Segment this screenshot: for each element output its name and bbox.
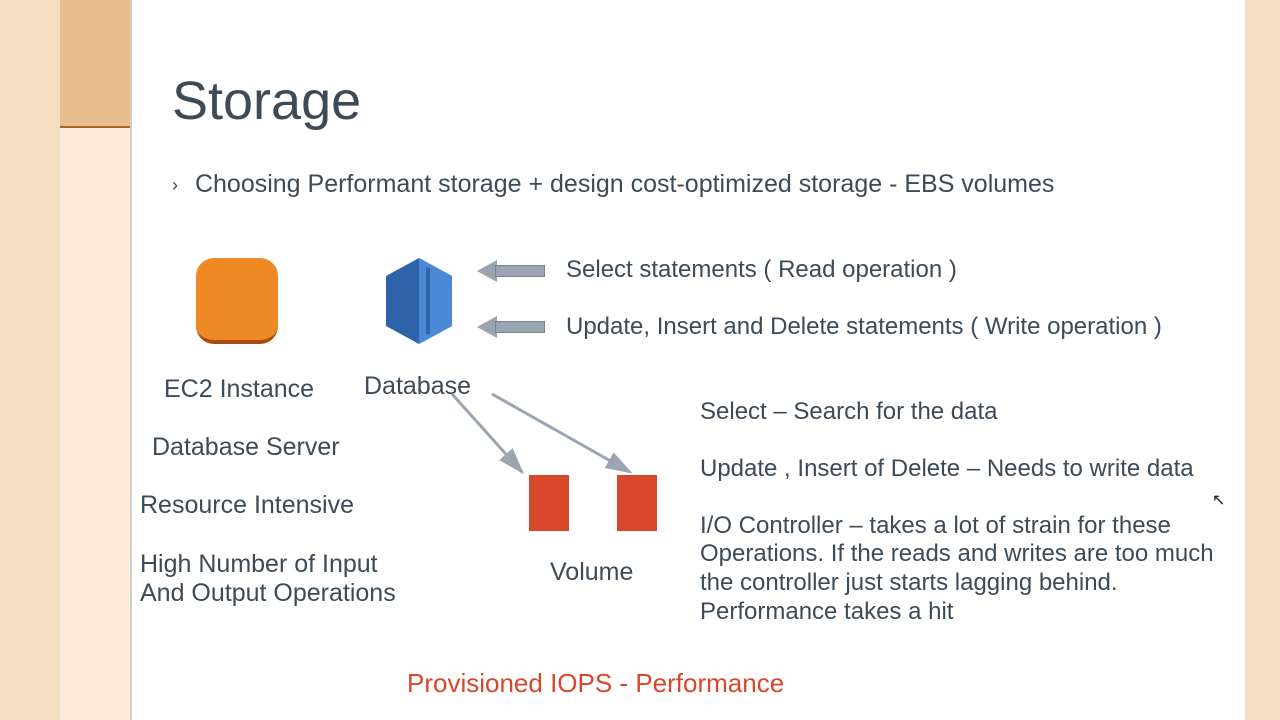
note-controller: I/O Controller – takes a lot of strain f… [700, 512, 1245, 627]
arrow-left-read-icon [477, 261, 545, 281]
read-op-text: Select statements ( Read operation ) [566, 256, 957, 284]
arrow-left-write-icon [477, 317, 545, 337]
slide-content: Storage › Choosing Performant storage + … [132, 0, 1245, 720]
ec2-instance-icon [196, 258, 278, 344]
volume-label: Volume [550, 558, 633, 587]
volume-icon-1 [529, 475, 569, 527]
note-write: Update , Insert of Delete – Needs to wri… [700, 455, 1245, 484]
volume-icon-2 [617, 475, 657, 527]
note-io-2: And Output Operations [140, 578, 396, 609]
chevron-right-icon: › [172, 175, 178, 195]
cursor-icon: ↖ [1212, 490, 1225, 510]
right-strip [1245, 0, 1280, 720]
write-op-text: Update, Insert and Delete statements ( W… [566, 313, 1162, 341]
left-strip-accent [60, 0, 130, 128]
slide-title: Storage [172, 70, 361, 132]
note-io-1: High Number of Input [140, 549, 378, 580]
database-label: Database [364, 372, 471, 401]
footer-iops: Provisioned IOPS - Performance [407, 668, 784, 699]
bullet-line: › Choosing Performant storage + design c… [172, 170, 1054, 199]
ec2-instance-label: EC2 Instance [164, 375, 314, 404]
note-select: Select – Search for the data [700, 398, 1245, 427]
note-db-server: Database Server [152, 432, 340, 463]
left-strip-outer [0, 0, 60, 720]
note-resource: Resource Intensive [140, 490, 354, 521]
bullet-text: Choosing Performant storage + design cos… [195, 170, 1054, 198]
left-strip-pale [60, 128, 130, 720]
right-notes: Select – Search for the data Update , In… [700, 398, 1245, 655]
slide-stage: Storage › Choosing Performant storage + … [0, 0, 1280, 720]
database-icon [380, 258, 458, 344]
